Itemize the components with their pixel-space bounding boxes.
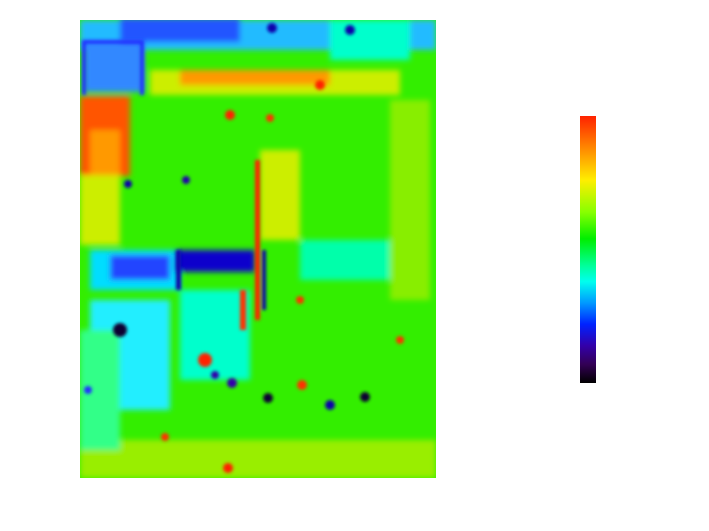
heatmap-regions: [80, 20, 436, 478]
heatmap-image: [80, 20, 436, 478]
colorbar: [580, 116, 596, 383]
heatmap-details: [82, 23, 404, 473]
